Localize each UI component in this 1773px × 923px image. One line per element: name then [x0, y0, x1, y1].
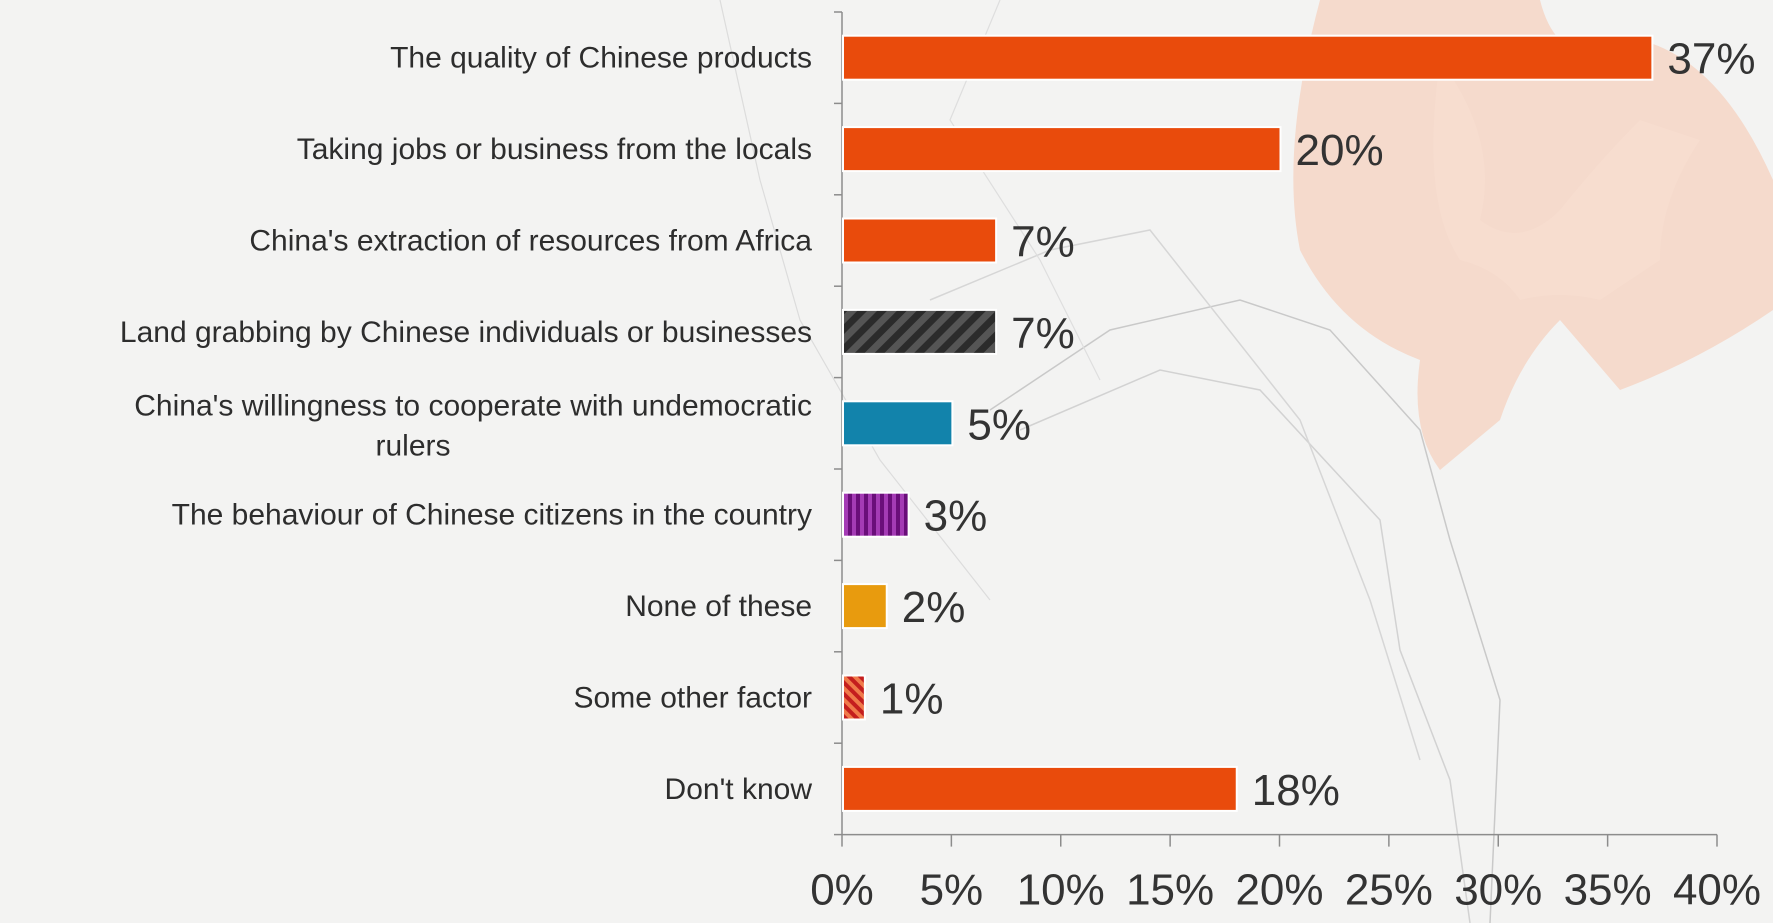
- category-label: Taking jobs or business from the locals: [297, 133, 812, 166]
- bar: [842, 217, 998, 264]
- x-tick-labels: 0% 5% 10% 15% 20% 25% 30% 35% 40%: [810, 866, 1761, 915]
- bar: [842, 491, 910, 538]
- x-tick-label: 20%: [1235, 866, 1323, 915]
- category-label: None of these: [625, 590, 812, 623]
- category-label: The behaviour of Chinese citizens in the…: [172, 499, 812, 532]
- category-label: Some other factor: [574, 682, 812, 715]
- x-tick-label: 0%: [810, 866, 874, 915]
- data-label: 20%: [1296, 126, 1384, 175]
- x-tick-label: 35%: [1564, 866, 1652, 915]
- bars: [842, 34, 1654, 812]
- background-decoration: [719, 0, 1773, 923]
- network-line-decoration: [1019, 369, 1471, 923]
- data-label: 1%: [880, 675, 944, 724]
- data-label: 3%: [924, 492, 988, 541]
- data-labels: 37% 20% 7% 7% 5% 3% 2% 1% 18%: [880, 35, 1756, 815]
- bar: [842, 765, 1238, 812]
- x-tick-label: 15%: [1126, 866, 1214, 915]
- network-line-decoration: [719, 0, 991, 601]
- data-label: 5%: [967, 400, 1031, 449]
- africa-map-notch-decoration: [1433, 60, 1700, 300]
- bar: [842, 400, 954, 447]
- category-label: Land grabbing by Chinese individuals or …: [120, 316, 812, 349]
- bar: [842, 583, 888, 630]
- x-tick-label: 30%: [1454, 866, 1542, 915]
- x-tick-label: 25%: [1345, 866, 1433, 915]
- bar: [842, 308, 998, 355]
- x-tick-label: 5%: [920, 866, 984, 915]
- category-label: China's extraction of resources from Afr…: [249, 225, 812, 258]
- data-label: 7%: [1011, 309, 1075, 358]
- bar: [842, 674, 866, 721]
- category-label: Don't know: [665, 773, 813, 806]
- data-label: 2%: [902, 583, 966, 632]
- category-labels: The quality of Chinese products Taking jo…: [120, 42, 812, 806]
- data-label: 37%: [1667, 35, 1755, 84]
- network-line-decoration: [929, 229, 1421, 761]
- data-label: 18%: [1252, 766, 1340, 815]
- data-label: 7%: [1011, 218, 1075, 267]
- x-tick-label: 40%: [1673, 866, 1761, 915]
- category-label: The quality of Chinese products: [390, 42, 812, 75]
- bar: [842, 126, 1282, 173]
- x-tick-label: 10%: [1017, 866, 1105, 915]
- category-label: China's willingness to cooperate with un…: [134, 389, 812, 462]
- network-line-decoration: [989, 299, 1501, 923]
- bar: [842, 34, 1654, 81]
